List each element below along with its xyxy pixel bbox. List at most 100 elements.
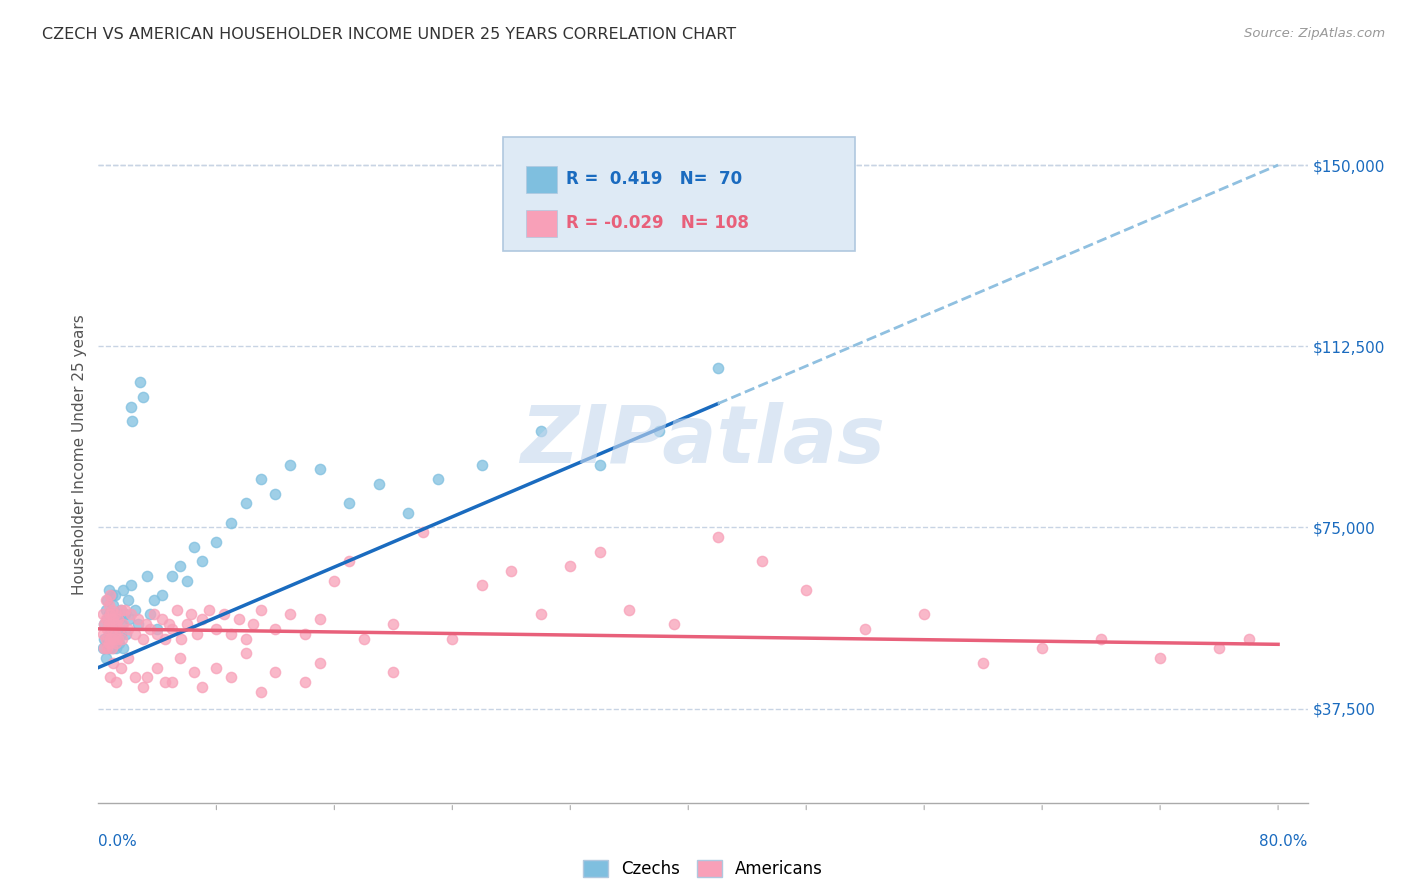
Point xyxy=(100,641,122,656)
Point xyxy=(441,632,464,646)
Point xyxy=(205,622,228,636)
Point xyxy=(396,506,419,520)
Point xyxy=(131,390,153,404)
Point xyxy=(127,617,149,632)
Point xyxy=(706,530,728,544)
Legend: Czechs, Americans: Czechs, Americans xyxy=(576,854,830,885)
Point xyxy=(426,472,449,486)
Point xyxy=(249,602,271,616)
Point xyxy=(110,626,132,640)
Point xyxy=(131,632,153,646)
Point xyxy=(382,665,405,680)
Point xyxy=(94,612,117,626)
Point xyxy=(131,680,153,694)
Point xyxy=(110,602,132,616)
Point xyxy=(139,607,162,622)
Point xyxy=(98,607,121,622)
Text: 80.0%: 80.0% xyxy=(1260,834,1308,849)
Point xyxy=(150,588,173,602)
Text: R =  0.419   N=  70: R = 0.419 N= 70 xyxy=(565,169,742,188)
Point xyxy=(278,607,301,622)
Point xyxy=(166,602,188,616)
Point xyxy=(111,632,134,646)
Text: ZIPatlas: ZIPatlas xyxy=(520,402,886,480)
Point xyxy=(135,617,157,632)
Point xyxy=(117,592,139,607)
Point xyxy=(110,602,132,616)
Point xyxy=(101,656,124,670)
Point xyxy=(105,675,128,690)
Point xyxy=(101,641,124,656)
Point xyxy=(501,564,523,578)
Point xyxy=(143,592,166,607)
Point xyxy=(183,540,205,554)
Point xyxy=(100,588,122,602)
Point xyxy=(242,617,264,632)
Point xyxy=(124,602,146,616)
Point xyxy=(94,602,117,616)
Point xyxy=(337,554,360,568)
Point xyxy=(294,675,316,690)
Point xyxy=(107,632,129,646)
Point xyxy=(101,632,124,646)
Point xyxy=(100,602,122,616)
Point xyxy=(176,574,198,588)
Point xyxy=(121,414,143,428)
Point xyxy=(93,617,115,632)
Point xyxy=(101,612,124,626)
Point xyxy=(249,684,271,698)
Point xyxy=(169,559,191,574)
Point xyxy=(205,534,228,549)
Y-axis label: Householder Income Under 25 years: Householder Income Under 25 years xyxy=(72,315,87,595)
Point xyxy=(560,559,582,574)
Point xyxy=(112,641,135,656)
Point xyxy=(912,607,935,622)
Point xyxy=(120,578,142,592)
Point xyxy=(108,622,131,636)
Point xyxy=(1031,641,1053,656)
Point xyxy=(219,516,242,530)
Point xyxy=(186,626,208,640)
Point xyxy=(153,675,176,690)
Point xyxy=(91,607,114,622)
Point xyxy=(146,626,169,640)
Point xyxy=(853,622,876,636)
Point xyxy=(91,641,114,656)
Point xyxy=(100,622,122,636)
Point xyxy=(353,632,375,646)
Point xyxy=(111,617,134,632)
Point xyxy=(706,361,728,376)
Point xyxy=(96,612,118,626)
Point xyxy=(100,632,122,646)
Point xyxy=(98,632,121,646)
Point xyxy=(751,554,773,568)
Point xyxy=(228,612,250,626)
Point xyxy=(169,651,191,665)
Point xyxy=(219,670,242,684)
Point xyxy=(323,574,346,588)
Point xyxy=(96,636,118,650)
Point xyxy=(471,578,494,592)
Point xyxy=(107,632,129,646)
Point xyxy=(105,641,128,656)
Point xyxy=(105,617,128,632)
Point xyxy=(124,626,146,640)
Point xyxy=(104,626,127,640)
Point xyxy=(1237,632,1260,646)
Point xyxy=(198,602,221,616)
Point xyxy=(91,626,114,640)
Point xyxy=(176,617,198,632)
Point xyxy=(105,636,128,650)
Point xyxy=(308,656,330,670)
Point xyxy=(98,670,121,684)
Point xyxy=(235,646,257,660)
Point xyxy=(212,607,235,622)
Text: 0.0%: 0.0% xyxy=(98,834,138,849)
Point xyxy=(146,622,169,636)
Point xyxy=(101,617,124,632)
Point xyxy=(98,622,121,636)
Point xyxy=(1208,641,1230,656)
Point xyxy=(794,583,817,598)
Point xyxy=(648,424,671,438)
Point xyxy=(93,632,115,646)
